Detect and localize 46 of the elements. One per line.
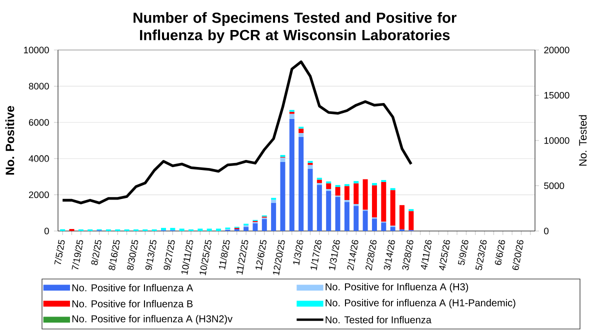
x-tick-label: 1/17/26	[310, 240, 322, 270]
legend-label: No. Positive for Influenza A (H3)	[326, 283, 468, 292]
x-tick-label: 3/14/26	[384, 240, 395, 270]
y2-tick-label: 5000	[544, 182, 564, 190]
x-tick-label: 11/22/25	[236, 240, 248, 275]
x-tick-label: 1/3/26	[293, 240, 304, 266]
legend-label: No. Positive for influenza A (H3N2)v	[72, 315, 233, 324]
y-tick-label: 4000	[28, 155, 49, 162]
legend-label: No. Positive for Influenza B	[72, 300, 193, 308]
y-tick-label: 2000	[28, 192, 49, 198]
legend-label: No. Tested for Influenza	[326, 316, 432, 324]
x-tick-label: 12/20/25	[273, 240, 285, 276]
y-tick-label: 10000	[24, 46, 49, 54]
y2-axis-title: No. Tested	[578, 115, 587, 166]
x-tick-label: 2/14/26	[347, 240, 358, 270]
chart-title: Number of Specimens Tested and Positive for Influenza by PCR at Wisconsin Laboratories	[134, 12, 456, 44]
x-tick-label: 10/11/25	[181, 240, 194, 275]
x-tick-label: 5/9/26	[458, 240, 468, 266]
x-tick-label: 9/27/25	[164, 240, 175, 270]
y-tick-label: 0	[44, 228, 49, 234]
y-tick-label: 6000	[29, 119, 49, 126]
x-tick-label: 1/31/26	[328, 240, 340, 270]
x-tick-label: 8/16/25	[108, 240, 120, 270]
x-tick-label: 8/2/25	[91, 240, 102, 266]
y2-tick-label: 20000	[544, 46, 570, 54]
x-tick-label: 6/6/26	[494, 240, 506, 265]
x-tick-label: 6/20/26	[512, 240, 524, 270]
y2-tick-label: 0	[544, 228, 549, 234]
y2-tick-label: 15000	[544, 92, 570, 99]
y2-tick-label: 10000	[544, 137, 570, 144]
x-tick-label: 9/13/25	[145, 240, 156, 270]
legend-label: No. Positive for influenza A (H1-Pandemic)	[326, 299, 516, 308]
x-tick-label: 4/25/26	[439, 240, 450, 270]
x-tick-label: 7/5/25	[54, 240, 65, 264]
x-tick-label: 5/23/26	[475, 240, 487, 270]
y-tick-label: 8000	[28, 82, 49, 90]
x-tick-label: 11/8/25	[218, 240, 230, 270]
x-tick-label: 7/19/25	[72, 240, 84, 270]
x-tick-label: 2/28/26	[366, 240, 377, 270]
x-tick-label: 3/28/26	[402, 240, 414, 270]
x-tick-label: 8/30/25	[127, 240, 138, 270]
x-tick-label: 4/11/26	[420, 240, 432, 270]
x-tick-label: 10/25/25	[200, 240, 212, 276]
y-axis-title: No. Positive	[5, 106, 14, 175]
x-tick-label: 12/6/25	[256, 240, 267, 270]
legend-label: No. Positive for Influenza A	[72, 284, 194, 292]
